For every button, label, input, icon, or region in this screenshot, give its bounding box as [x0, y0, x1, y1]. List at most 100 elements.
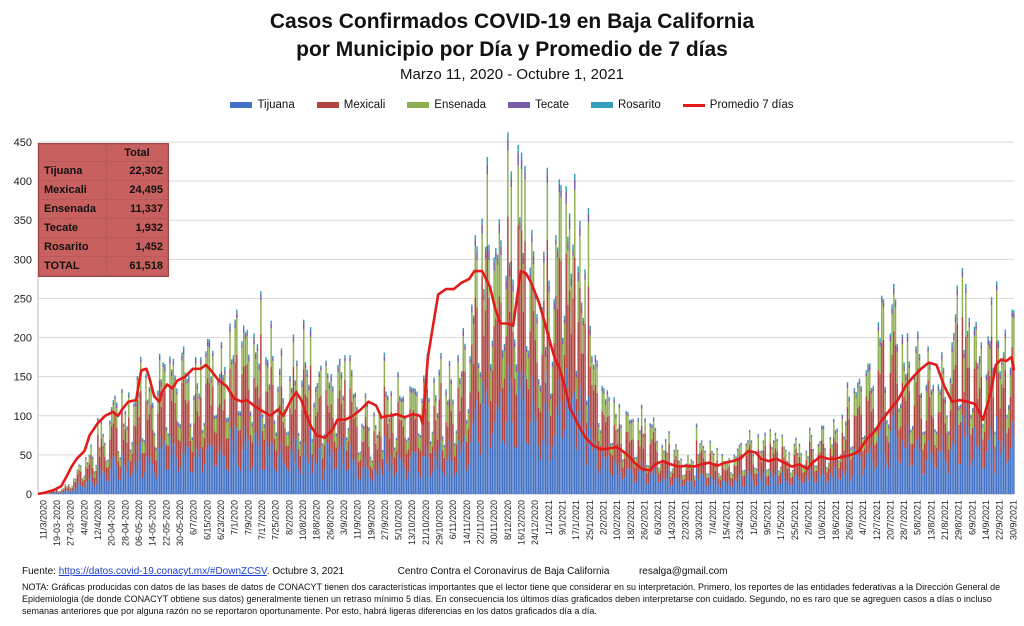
totals-row: Tecate 1,932 [39, 218, 168, 238]
source-link[interactable]: https://datos.covid-19.conacyt.mx/#DownZ… [58, 566, 267, 577]
bar-segment-mexicali [441, 450, 444, 472]
x-tick-label: 7/17/2020 [257, 500, 267, 540]
bar-segment-mexicali [68, 485, 70, 491]
bar-segment-ensenada [296, 366, 298, 391]
x-tick-label: 14/3/2021 [667, 500, 677, 540]
bar-segment-tijuana [839, 479, 842, 494]
bar-segment-tijuana [435, 458, 437, 494]
bar-segment-mexicali [841, 433, 844, 471]
bar-segment-ensenada [954, 322, 957, 365]
bar-segment-tecate [287, 432, 290, 435]
bar-segment-tijuana [263, 469, 266, 494]
bar-segment-tecate [558, 183, 561, 192]
bar-segment-tijuana [280, 442, 283, 494]
bar-segment-rosarito [618, 403, 621, 406]
bar-segment-mexicali [483, 335, 485, 405]
bar-segment-mexicali [802, 472, 804, 484]
bar-segment-tecate [627, 414, 629, 417]
bar-segment-rosarito [119, 457, 121, 459]
bar-segment-ensenada [479, 377, 482, 404]
bar-segment-tijuana [911, 465, 914, 494]
bar-segment-tecate [896, 346, 898, 352]
legend-label-mexicali: Mexicali [343, 99, 386, 111]
bar-segment-tecate [742, 470, 744, 472]
bar-segment-rosarito [85, 457, 87, 458]
bar-segment-tecate [213, 416, 216, 419]
bar-segment-mexicali [891, 354, 893, 416]
bar-segment-mexicali [157, 413, 159, 449]
bar-segment-ensenada [193, 400, 195, 424]
bar-segment-ensenada [580, 313, 583, 354]
bar-segment-ensenada [325, 366, 327, 391]
bar-segment-mexicali [150, 404, 152, 458]
bar-segment-tijuana [301, 456, 303, 494]
bar-segment-tecate [980, 345, 983, 349]
bar-segment-tijuana [690, 481, 693, 494]
bar-segment-mexicali [399, 419, 401, 459]
bar-segment-tijuana [565, 368, 567, 494]
bar-segment-tecate [134, 403, 137, 406]
bar-segment-tecate [646, 465, 648, 467]
bar-segment-tijuana [513, 446, 516, 494]
bar-segment-mexicali [671, 473, 674, 485]
bar-segment-tecate [968, 322, 971, 328]
bar-segment-tijuana [145, 456, 147, 494]
x-tick-label: 15/4/2021 [721, 500, 731, 540]
bar-segment-tecate [481, 224, 483, 234]
bar-segment-tecate [345, 438, 348, 441]
bar-segment-tijuana [930, 452, 933, 494]
bar-segment-ensenada [562, 344, 564, 380]
bar-segment-tecate [1009, 370, 1012, 375]
bar-segment-ensenada [412, 391, 415, 410]
bar-segment-ensenada [200, 364, 202, 398]
x-tick-label: 20/7/2021 [885, 500, 895, 540]
bar-segment-ensenada [284, 414, 286, 429]
bar-segment-mexicali [440, 382, 442, 442]
bar-segment-mexicali [620, 443, 622, 473]
bar-segment-tijuana [970, 465, 972, 494]
bar-segment-rosarito [620, 424, 622, 426]
bar-segment-rosarito [661, 444, 663, 447]
bar-segment-ensenada [248, 361, 250, 390]
bar-segment-tijuana [133, 462, 135, 494]
bar-segment-ensenada [781, 436, 784, 447]
bar-segment-tecate [519, 222, 521, 230]
bar-segment-tijuana [738, 474, 741, 494]
bar-segment-tecate [550, 396, 552, 400]
bar-segment-mexicali [320, 395, 322, 447]
bar-segment-mexicali [81, 481, 84, 488]
bar-segment-tijuana [347, 468, 350, 494]
bar-segment-ensenada [817, 446, 820, 455]
bar-segment-tijuana [757, 471, 760, 494]
x-tick-label: 7/9/2020 [243, 500, 253, 535]
bar-segment-tecate [292, 337, 295, 343]
bar-segment-tijuana [783, 477, 785, 494]
bar-segment-ensenada [308, 390, 310, 415]
bar-segment-mexicali [80, 471, 82, 485]
bar-segment-ensenada [100, 424, 103, 439]
bar-segment-mexicali [646, 473, 648, 485]
bar-segment-rosarito [92, 456, 94, 458]
bar-segment-tijuana [833, 467, 835, 494]
bar-segment-ensenada [448, 366, 451, 399]
bar-segment-ensenada [750, 442, 753, 453]
bar-segment-rosarito [419, 434, 422, 436]
bar-segment-ensenada [668, 433, 670, 444]
bar-segment-rosarito [376, 434, 379, 437]
bar-segment-rosarito [670, 471, 672, 473]
bar-segment-rosarito [548, 280, 550, 286]
bar-segment-tecate [119, 458, 121, 460]
bar-segment-tecate [363, 427, 365, 430]
bar-segment-mexicali [474, 297, 476, 409]
bar-segment-rosarito [997, 340, 1000, 344]
bar-segment-ensenada [899, 407, 902, 427]
bar-segment-rosarito [959, 404, 962, 407]
bar-segment-rosarito [622, 459, 624, 460]
bar-segment-tijuana [762, 473, 765, 494]
bar-segment-mexicali [599, 445, 602, 470]
bar-segment-mexicali [220, 371, 223, 446]
bar-segment-mexicali [176, 420, 178, 458]
bar-segment-ensenada [543, 262, 545, 301]
bar-segment-rosarito [815, 465, 818, 467]
bar-segment-tijuana [611, 476, 614, 494]
